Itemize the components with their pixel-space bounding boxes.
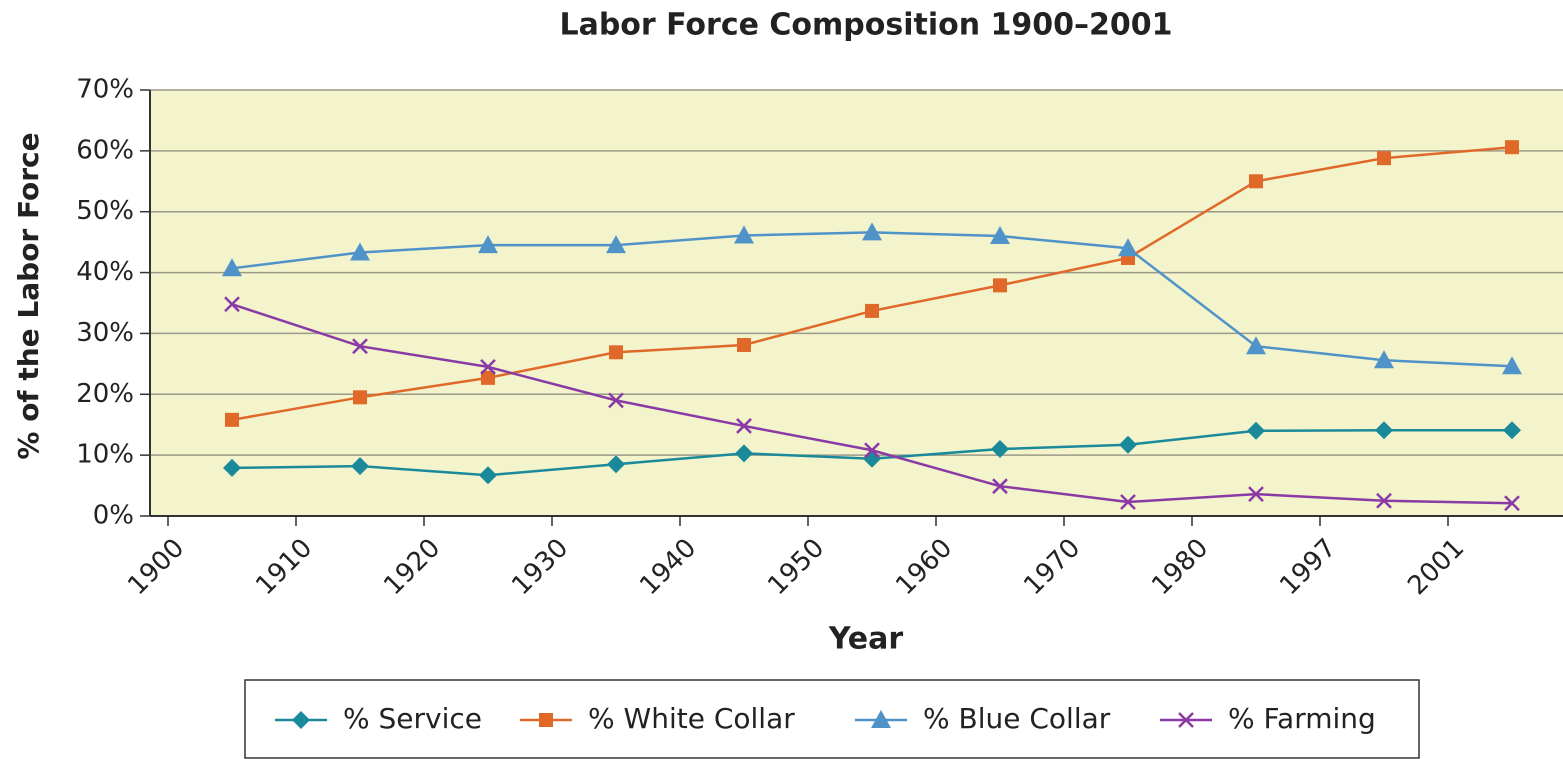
x-tick-label: 1920 — [378, 533, 446, 601]
marker — [223, 458, 241, 477]
marker — [292, 711, 310, 729]
marker — [1178, 712, 1194, 728]
y-tick-label: 50% — [76, 196, 134, 226]
marker — [991, 440, 1009, 459]
marker — [735, 444, 753, 463]
marker — [1376, 492, 1392, 509]
marker — [871, 710, 891, 728]
y-axis-title: % of the Labor Force — [12, 132, 45, 459]
marker — [1120, 494, 1136, 510]
marker — [481, 370, 495, 385]
chart-title: Labor Force Composition 1900–2001 — [559, 8, 1172, 43]
marker — [1502, 356, 1522, 375]
x-tick-label: 2001 — [1402, 533, 1470, 601]
marker — [352, 338, 368, 355]
marker — [480, 359, 496, 375]
y-tick-label: 0% — [93, 501, 134, 531]
marker — [539, 713, 553, 727]
marker — [737, 337, 751, 352]
legend-label: % Service — [343, 702, 482, 735]
y-tick-label: 40% — [76, 257, 134, 287]
plot-area — [150, 90, 1563, 516]
x-tick-label: 1900 — [122, 533, 190, 601]
marker — [1503, 421, 1521, 440]
marker — [1119, 435, 1137, 454]
marker — [864, 442, 880, 459]
marker — [1505, 140, 1519, 155]
marker — [736, 418, 752, 434]
x-tick-label: 1950 — [762, 533, 830, 601]
legend-label: % Farming — [1228, 702, 1376, 735]
marker — [990, 226, 1010, 245]
x-tick-label: 1960 — [890, 533, 958, 601]
y-tick-label: 20% — [76, 379, 134, 409]
marker — [734, 225, 754, 244]
marker — [608, 392, 624, 409]
marker — [862, 222, 882, 241]
marker — [222, 258, 242, 277]
x-axis-title: Year — [828, 622, 904, 657]
marker — [224, 296, 240, 313]
marker — [1374, 350, 1394, 369]
x-tick-label: 1980 — [1146, 533, 1214, 601]
marker — [350, 242, 370, 261]
legend-label: % White Collar — [588, 702, 795, 735]
marker — [1248, 486, 1264, 502]
marker — [351, 457, 369, 476]
marker — [1377, 151, 1391, 166]
marker — [607, 455, 625, 474]
marker — [1246, 336, 1266, 355]
marker — [1118, 238, 1138, 257]
marker — [606, 235, 626, 254]
marker — [992, 478, 1008, 495]
marker — [479, 466, 497, 485]
x-tick-label: 1930 — [506, 533, 574, 601]
legend-box — [244, 679, 1420, 759]
marker — [993, 278, 1007, 293]
x-tick-label: 1910 — [250, 533, 318, 601]
marker — [1249, 174, 1263, 189]
marker — [865, 303, 879, 318]
marker — [353, 390, 367, 405]
marker — [478, 235, 498, 254]
y-tick-label: 60% — [76, 135, 134, 165]
legend-label: % Blue Collar — [923, 702, 1111, 735]
x-tick-label: 1940 — [634, 533, 702, 601]
y-tick-label: 30% — [76, 318, 134, 348]
marker — [1247, 421, 1265, 440]
marker — [1504, 495, 1520, 512]
y-tick-label: 10% — [76, 440, 134, 470]
marker — [609, 345, 623, 360]
y-tick-label: 70% — [76, 75, 134, 105]
marker — [225, 412, 239, 427]
x-tick-label: 1970 — [1018, 533, 1086, 601]
marker — [1375, 421, 1393, 440]
x-tick-label: 1997 — [1274, 533, 1342, 601]
